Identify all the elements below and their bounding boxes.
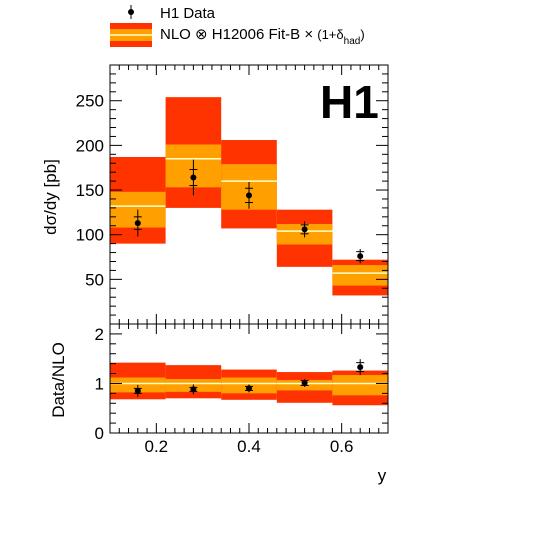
legend-nlo-label: NLO ⊗ H12006 Fit-B × (1+δhad): [160, 26, 365, 47]
data-point: [301, 226, 308, 233]
data-point: [190, 386, 197, 393]
bottom-panel-points: [133, 359, 365, 397]
data-point: [246, 192, 252, 199]
legend-corr-open: (1+δ: [317, 27, 343, 42]
data-point: [246, 385, 252, 392]
x-tick-label: 0.2: [145, 437, 169, 456]
x-tick-label: 0.6: [330, 437, 354, 456]
data-point: [134, 220, 141, 227]
y-tick-label: 50: [85, 270, 104, 289]
bottom-panel-ticks: 0 1 2 0.2 0.4 0.6: [95, 323, 389, 456]
inner-uncertainty-band: [332, 265, 388, 286]
top-y-axis-label: dσ/dy [pb]: [41, 159, 60, 235]
top-panel-points: [133, 159, 365, 264]
inner-uncertainty-band: [332, 375, 388, 396]
y-tick-label: 200: [76, 136, 104, 155]
y-tick-label: 100: [76, 226, 104, 245]
x-axis-label: y: [378, 466, 387, 485]
legend-data-marker: [128, 9, 134, 15]
legend-nlo-pdf: H12006 Fit-B: [212, 26, 300, 43]
y-tick-label: 1: [95, 374, 104, 393]
data-point: [190, 174, 197, 181]
experiment-label: H1: [320, 76, 379, 128]
legend-nlo-prefix: NLO: [160, 26, 191, 43]
data-point: [134, 387, 141, 394]
bottom-y-axis-label: Data/NLO: [49, 342, 68, 418]
data-point: [357, 364, 364, 371]
y-tick-label: 250: [76, 92, 104, 111]
y-tick-label: 2: [95, 325, 104, 344]
x-tick-label: 0.4: [237, 437, 261, 456]
legend-corr-sub: had: [344, 36, 361, 47]
bottom-panel-bands: [110, 362, 388, 406]
data-point: [301, 379, 308, 386]
legend-times: ×: [304, 26, 313, 43]
top-panel-ticks: 50 100 150 200 250: [76, 64, 389, 325]
legend-corr-close: ): [360, 27, 364, 42]
y-tick-label: 0: [95, 424, 104, 443]
legend: H1 Data NLO ⊗ H12006 Fit-B × (1+δhad): [110, 5, 365, 47]
y-tick-label: 150: [76, 181, 104, 200]
legend-data-label: H1 Data: [160, 5, 216, 22]
data-point: [357, 253, 364, 260]
legend-otimes: ⊗: [195, 26, 208, 43]
